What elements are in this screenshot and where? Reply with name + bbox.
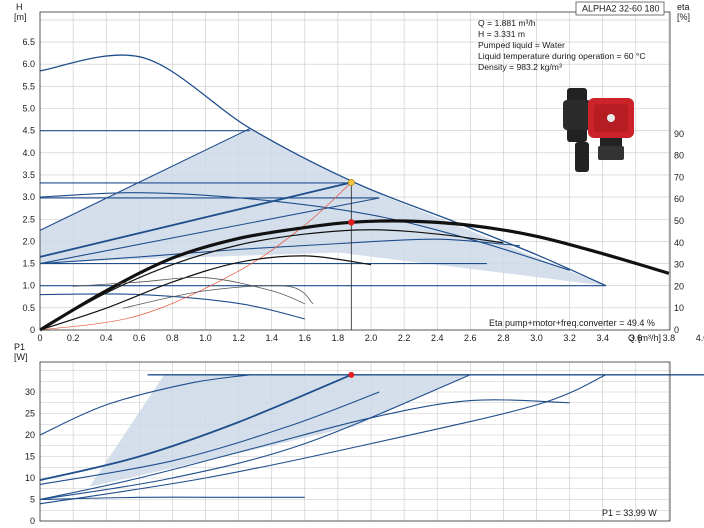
h-axis-unit: [m] — [14, 12, 27, 22]
curve-curve-a — [39, 192, 570, 271]
info-line-liquid: Pumped liquid = Water — [478, 40, 565, 50]
x-tick-label: 4.0 — [696, 333, 704, 343]
tick-labels: 0 0.2 0.4 0.6 0.8 1.0 1.2 1.4 1.6 1.8 2.0 2.2 2.4 2.6… — [22, 37, 704, 526]
p1-axis-unit: [W] — [14, 352, 28, 362]
h-tick-label: 3.0 — [22, 192, 35, 202]
h-tick-label: 4.0 — [22, 148, 35, 158]
x-tick-label: 0.6 — [133, 333, 146, 343]
chart-series — [39, 54, 704, 505]
eta-tick-label: 60 — [674, 194, 684, 204]
h-tick-label: 1.5 — [22, 259, 35, 269]
eta-tick-label: 90 — [674, 129, 684, 139]
x-tick-label: 0.8 — [166, 333, 179, 343]
x-tick-label: 0.4 — [100, 333, 113, 343]
eta-tick-label: 50 — [674, 216, 684, 226]
x-tick-label: 1.0 — [199, 333, 212, 343]
duty-point-marker — [347, 178, 355, 186]
p1-note: P1 = 33.99 W — [602, 508, 657, 518]
eta-tick-label: 30 — [674, 260, 684, 270]
curve-auto-low — [39, 238, 520, 265]
p1-axis-label: P1 — [14, 342, 25, 352]
x-tick-label: 3.2 — [563, 333, 576, 343]
h-tick-label: 0.5 — [22, 303, 35, 313]
curve-p1-max — [39, 374, 251, 436]
x-tick-label: 2.6 — [464, 333, 477, 343]
eta-note: Eta pump+motor+freq.converter = 49.4 % — [489, 318, 655, 328]
x-tick-label: 3.4 — [596, 333, 609, 343]
eta-point-marker — [348, 219, 355, 226]
curve-eta-4 — [73, 276, 305, 305]
h-tick-label: 6.5 — [22, 37, 35, 47]
info-line-density: Density = 983.2 kg/m³ — [478, 62, 562, 72]
power-range-fill — [89, 374, 471, 487]
h-tick-label: 2.0 — [22, 236, 35, 246]
x-tick-label: 1.6 — [299, 333, 312, 343]
curve-p1-cp-low — [39, 374, 471, 501]
x-tick-label: 2.8 — [497, 333, 510, 343]
chart-axes — [39, 11, 671, 522]
curve-eta-3 — [39, 255, 372, 331]
top-plot-frame — [39, 11, 671, 331]
x-tick-label: 0.2 — [67, 333, 80, 343]
eta-tick-label: 10 — [674, 303, 684, 313]
p1-tick-label: 30 — [25, 387, 35, 397]
eta-axis-label: eta — [677, 2, 690, 12]
h-tick-label: 4.5 — [22, 126, 35, 136]
q-axis-label: Q — [628, 333, 635, 343]
p1-tick-label: 0 — [30, 516, 35, 526]
curve-p1-curve-a — [39, 399, 570, 501]
eta-tick-label: 40 — [674, 238, 684, 248]
info-line-h: H = 3.331 m — [478, 29, 525, 39]
h-tick-label: 3.5 — [22, 170, 35, 180]
bottom-plot-frame — [39, 361, 671, 522]
p1-tick-label: 20 — [25, 430, 35, 440]
eta-tick-label: 80 — [674, 151, 684, 161]
q-axis-unit: [m³/h] — [638, 333, 661, 343]
x-tick-label: 2.2 — [398, 333, 411, 343]
curve-p1-pp — [39, 374, 607, 505]
x-tick-label: 3.0 — [530, 333, 543, 343]
curve-pp-3.3 — [39, 181, 352, 258]
x-tick-label: 0 — [37, 333, 42, 343]
x-tick-label: 2.0 — [365, 333, 378, 343]
p1-tick-label: 5 — [30, 495, 35, 505]
h-axis-label: H — [16, 2, 23, 12]
curve-p1-low — [39, 496, 305, 501]
eta-tick-label: 70 — [674, 172, 684, 182]
h-tick-label: 1.0 — [22, 281, 35, 291]
curve-pp-3.0 — [39, 197, 380, 265]
x-tick-label: 1.2 — [232, 333, 245, 343]
pump-illustration — [563, 88, 634, 172]
eta-axis-unit: [%] — [677, 12, 690, 22]
info-line-temperature: Liquid temperature during operation = 60… — [478, 51, 646, 61]
info-line-q: Q = 1.881 m³/h — [478, 18, 536, 28]
curve-pp-max — [39, 127, 251, 231]
h-tick-label: 5.5 — [22, 81, 35, 91]
h-tick-label: 5.0 — [22, 104, 35, 114]
curve-eta-5 — [122, 285, 314, 309]
curve-p1-3.3 — [39, 373, 352, 482]
p1-tick-label: 10 — [25, 473, 35, 483]
curve-system-curve — [39, 182, 352, 331]
eta-tick-label: 0 — [674, 325, 679, 335]
x-tick-label: 1.8 — [332, 333, 345, 343]
x-tick-label: 3.6 — [630, 333, 643, 343]
p1-point-marker — [348, 371, 355, 378]
p1-tick-label: 15 — [25, 452, 35, 462]
x-tick-label: 3.8 — [663, 333, 676, 343]
curve-p1-3.0 — [39, 391, 380, 485]
product-name-box — [575, 1, 665, 16]
h-tick-label: 6.0 — [22, 59, 35, 69]
h-tick-label: 2.5 — [22, 214, 35, 224]
h-tick-label: 0 — [30, 325, 35, 335]
p1-tick-label: 25 — [25, 409, 35, 419]
x-tick-label: 2.4 — [431, 333, 444, 343]
curve-eta-2 — [39, 229, 504, 331]
product-name: ALPHA2 32-60 180 — [582, 4, 660, 14]
eta-tick-label: 20 — [674, 281, 684, 291]
curve-max-curve — [39, 54, 607, 287]
x-tick-label: 1.4 — [265, 333, 278, 343]
